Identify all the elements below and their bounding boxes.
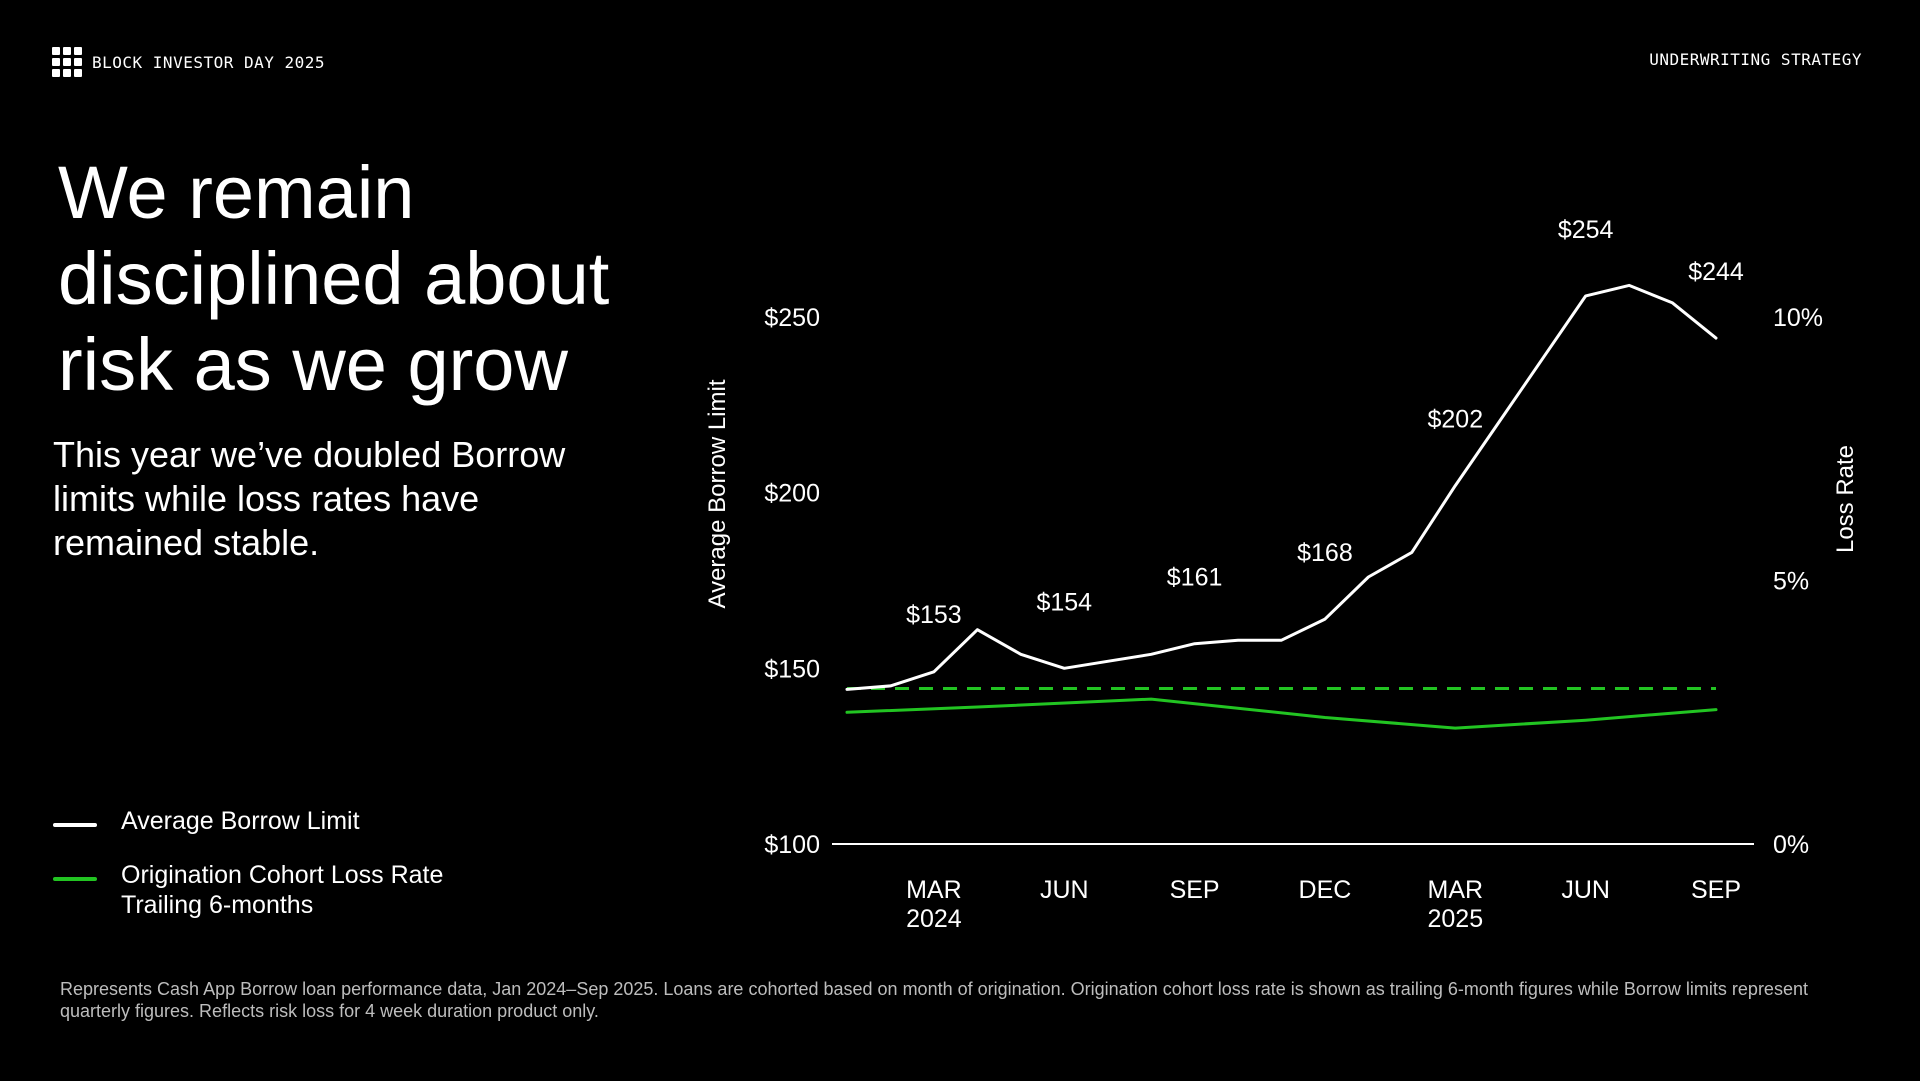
y-tick-label-left: $100 (764, 831, 820, 859)
y-axis-title-right: Loss Rate (1832, 445, 1859, 553)
brand: BLOCK INVESTOR DAY 2025 (52, 47, 325, 77)
x-tick-label: MAR (906, 876, 962, 904)
data-label: $244 (1688, 258, 1744, 286)
data-label: $153 (906, 601, 962, 629)
data-label: $254 (1558, 216, 1614, 244)
data-label: $202 (1427, 406, 1483, 434)
y-tick-label-left: $200 (764, 480, 820, 508)
subhead: This year we’ve doubled Borrow limits wh… (53, 434, 566, 563)
y-axis-title-left: Average Borrow Limit (704, 379, 731, 608)
data-label: $154 (1036, 588, 1092, 616)
brand-title: BLOCK INVESTOR DAY 2025 (92, 52, 326, 72)
x-tick-label-year: 2025 (1427, 905, 1483, 933)
section-label: UNDERWRITING STRATEGY (1649, 50, 1862, 69)
series-line-borrow-limit (845, 283, 1718, 691)
x-tick-label-year: 2024 (906, 905, 962, 933)
x-tick-label: SEP (1170, 876, 1220, 904)
headline: We remain disciplined about risk as we g… (58, 151, 610, 406)
series-line-loss-rate (845, 697, 1718, 730)
x-tick-label: JUN (1561, 876, 1610, 904)
x-tick-label: DEC (1299, 876, 1352, 904)
x-tick-label: MAR (1428, 876, 1484, 904)
data-label: $161 (1167, 564, 1223, 592)
legend-swatch-borrow-limit (53, 823, 97, 827)
block-logo-icon (52, 47, 82, 77)
x-tick-label: SEP (1691, 876, 1741, 904)
y-tick-label-left: $250 (764, 304, 820, 332)
legend-label-borrow-limit: Average Borrow Limit (121, 807, 360, 835)
y-tick-label-right: 0% (1773, 831, 1809, 859)
y-tick-label-right: 10% (1773, 304, 1823, 332)
legend: Average Borrow Limit Origination Cohort … (53, 806, 443, 944)
footnote: Represents Cash App Borrow loan performa… (60, 979, 1808, 1021)
legend-item-loss-rate: Origination Cohort Loss Rate Trailing 6-… (53, 860, 443, 920)
legend-swatch-loss-rate (53, 877, 97, 881)
data-label: $168 (1297, 539, 1353, 567)
y-tick-label-left: $150 (764, 655, 820, 683)
legend-label-loss-rate-sub: Trailing 6-months (121, 891, 314, 919)
legend-label-loss-rate: Origination Cohort Loss Rate (121, 861, 444, 889)
x-tick-label: JUN (1040, 876, 1089, 904)
y-tick-label-right: 5% (1773, 568, 1809, 596)
legend-item-borrow-limit: Average Borrow Limit (53, 806, 443, 836)
